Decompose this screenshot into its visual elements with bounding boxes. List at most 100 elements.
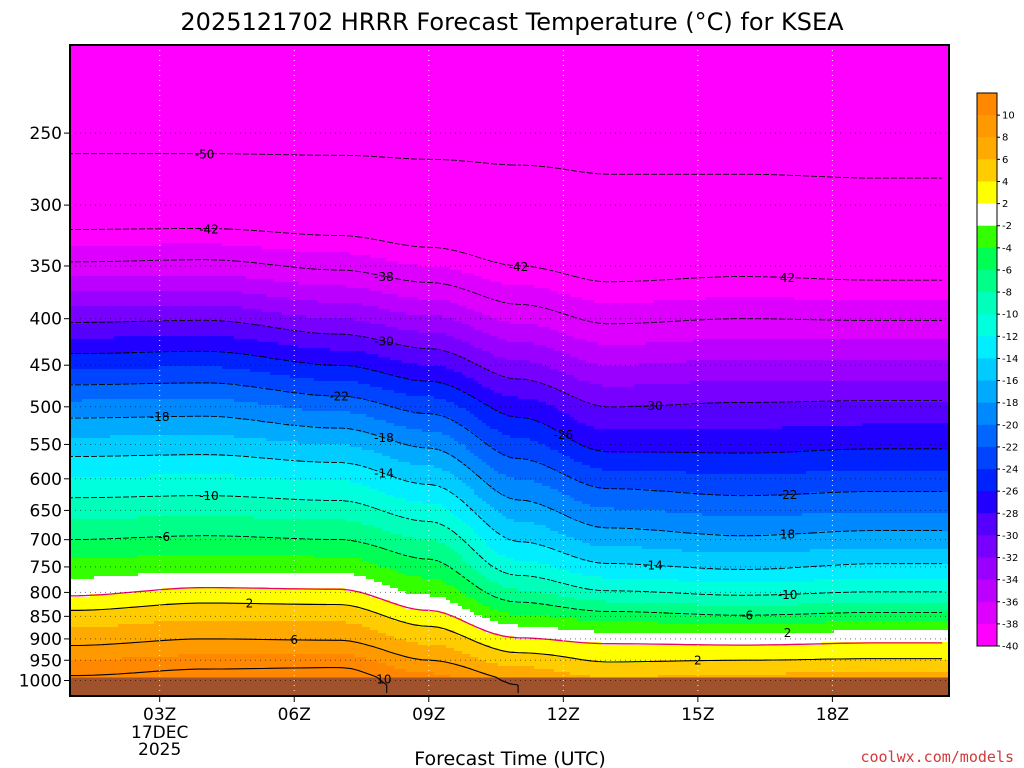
heat-cell [858,339,863,361]
heat-cell [270,357,275,376]
heat-cell [358,624,363,643]
heat-cell [106,438,111,457]
heat-cell [854,603,859,613]
heat-cell [126,384,131,400]
heat-cell [126,624,131,643]
heat-cell [798,603,803,616]
heat-cell [714,474,719,496]
heat-cell [370,324,375,340]
heat-cell [426,267,431,301]
heat-cell [690,633,695,646]
heat-cell [838,594,843,604]
heat-cell [310,426,315,445]
heat-cell [410,624,415,643]
heat-cell [262,477,267,499]
heat-cell [758,474,763,496]
heat-cell [674,594,679,604]
heat-cell [330,480,335,502]
heat-cell [490,282,495,319]
heat-cell [686,567,691,583]
heat-cell [174,495,179,517]
heat-cell [242,588,247,604]
heat-cell [254,309,259,325]
heat-cell [246,456,251,478]
heat-cell [686,492,691,514]
heat-cell [474,642,479,658]
heat-cell [878,471,883,493]
heat-cell [126,558,131,577]
heat-cell [122,498,127,520]
heat-cell [694,453,699,475]
heat-cell [334,444,339,463]
heat-cell [810,603,815,616]
heat-cell [546,615,551,628]
heat-cell [322,654,327,696]
heat-cell [274,588,279,604]
heat-cell [514,615,519,625]
heat-cell [110,321,115,340]
heat-cell [382,600,387,616]
heat-cell [338,588,343,607]
heat-cell [122,477,127,499]
heat-cell [538,627,543,640]
heat-cell [846,564,851,580]
heat-cell [310,363,315,379]
heat-cell [250,537,255,556]
heat-cell [550,369,555,388]
heat-cell [690,513,695,535]
heat-cell [358,45,363,256]
heat-cell [858,471,863,493]
heat-cell [166,435,171,457]
heat-cell [198,603,203,622]
heat-cell [598,591,603,601]
heat-cell [102,456,107,478]
heat-cell [506,519,511,541]
heat-cell [366,594,371,610]
heat-cell [174,537,179,556]
heat-cell [642,621,647,634]
heat-cell [322,444,327,463]
heat-cell [226,351,231,370]
heat-cell [534,399,539,421]
heat-cell [606,546,611,565]
heat-cell [874,339,879,361]
heat-cell [822,660,827,673]
heat-cell [294,588,299,604]
heat-cell [174,399,179,418]
heat-cell [482,660,487,673]
heat-cell [774,360,779,382]
heat-cell [338,45,343,253]
heat-cell [622,612,627,622]
heat-cell [78,627,83,646]
heat-cell [722,552,727,571]
heat-cell [582,609,587,622]
heat-cell [806,402,811,427]
heat-cell [882,621,887,631]
heat-cell [650,531,655,550]
heat-cell [522,603,527,616]
heat-cell [654,603,659,613]
heat-cell [238,537,243,556]
heat-cell [334,588,339,607]
heat-cell [622,303,627,346]
heat-cell [538,615,543,628]
heat-cell [186,495,191,517]
heat-cell [534,525,539,544]
heat-cell [826,360,831,382]
heat-cell [578,483,583,502]
heat-cell [522,399,527,418]
heat-cell [774,582,779,595]
heat-cell [342,333,347,352]
heat-cell [594,561,599,577]
heat-cell [698,339,703,361]
heat-cell [194,384,199,400]
heat-cell [750,453,755,475]
heat-cell [326,444,331,463]
heat-cell [622,546,627,565]
heat-cell [434,540,439,562]
heat-cell [618,453,623,472]
heat-cell [238,354,243,370]
heat-cell [214,555,219,574]
heat-cell [198,621,203,640]
heat-cell [594,621,599,634]
